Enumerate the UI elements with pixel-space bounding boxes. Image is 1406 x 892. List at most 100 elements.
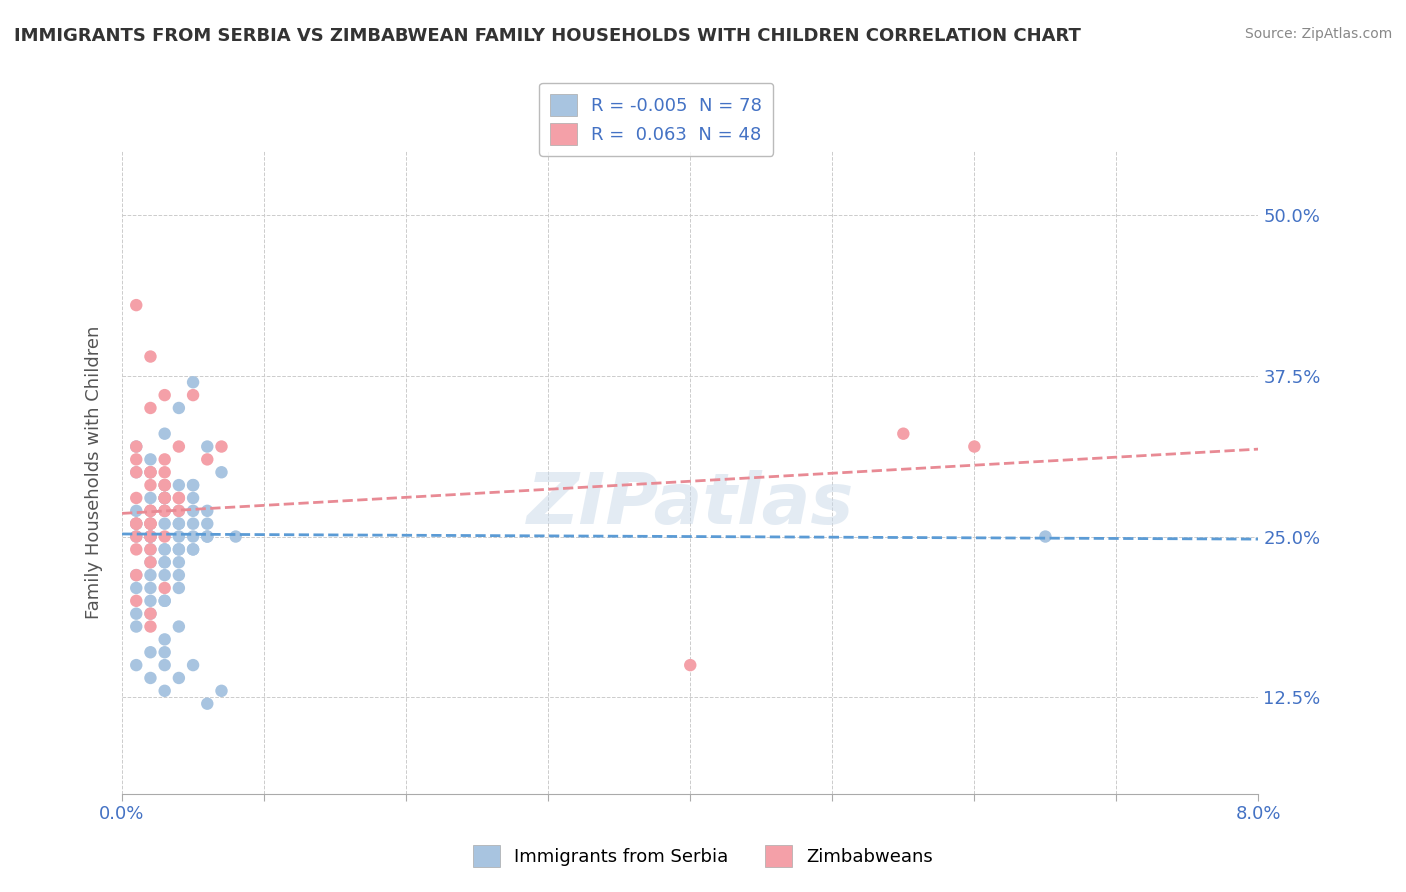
- Point: [963, 440, 986, 454]
- Point: [125, 658, 148, 673]
- Point: [139, 529, 162, 543]
- Point: [195, 440, 218, 454]
- Point: [139, 516, 162, 531]
- Point: [211, 440, 233, 454]
- Point: [195, 529, 218, 543]
- Point: [167, 504, 190, 518]
- Text: IMMIGRANTS FROM SERBIA VS ZIMBABWEAN FAMILY HOUSEHOLDS WITH CHILDREN CORRELATION: IMMIGRANTS FROM SERBIA VS ZIMBABWEAN FAM…: [14, 27, 1081, 45]
- Point: [167, 491, 190, 505]
- Point: [125, 581, 148, 595]
- Point: [167, 542, 190, 557]
- Point: [139, 465, 162, 479]
- Point: [167, 440, 190, 454]
- Point: [125, 568, 148, 582]
- Point: [153, 632, 176, 647]
- Point: [153, 478, 176, 492]
- Point: [167, 619, 190, 633]
- Point: [153, 504, 176, 518]
- Legend: Immigrants from Serbia, Zimbabweans: Immigrants from Serbia, Zimbabweans: [465, 838, 941, 874]
- Point: [181, 529, 204, 543]
- Point: [153, 504, 176, 518]
- Point: [195, 516, 218, 531]
- Point: [181, 388, 204, 402]
- Point: [181, 376, 204, 390]
- Point: [167, 491, 190, 505]
- Point: [195, 504, 218, 518]
- Point: [153, 426, 176, 441]
- Point: [167, 516, 190, 531]
- Point: [139, 607, 162, 621]
- Point: [153, 478, 176, 492]
- Point: [181, 658, 204, 673]
- Point: [195, 452, 218, 467]
- Point: [153, 683, 176, 698]
- Point: [195, 529, 218, 543]
- Point: [153, 504, 176, 518]
- Point: [211, 465, 233, 479]
- Point: [139, 465, 162, 479]
- Point: [153, 658, 176, 673]
- Point: [167, 671, 190, 685]
- Point: [125, 440, 148, 454]
- Point: [139, 529, 162, 543]
- Point: [139, 452, 162, 467]
- Point: [125, 542, 148, 557]
- Point: [181, 478, 204, 492]
- Point: [153, 568, 176, 582]
- Point: [139, 529, 162, 543]
- Point: [139, 542, 162, 557]
- Point: [153, 452, 176, 467]
- Point: [139, 568, 162, 582]
- Point: [167, 504, 190, 518]
- Point: [139, 555, 162, 569]
- Point: [139, 504, 162, 518]
- Point: [125, 619, 148, 633]
- Point: [125, 568, 148, 582]
- Point: [139, 491, 162, 505]
- Text: Source: ZipAtlas.com: Source: ZipAtlas.com: [1244, 27, 1392, 41]
- Point: [139, 671, 162, 685]
- Point: [181, 516, 204, 531]
- Point: [891, 426, 914, 441]
- Point: [153, 478, 176, 492]
- Point: [125, 516, 148, 531]
- Y-axis label: Family Households with Children: Family Households with Children: [86, 326, 103, 619]
- Point: [153, 491, 176, 505]
- Point: [211, 683, 233, 698]
- Point: [225, 529, 247, 543]
- Point: [125, 607, 148, 621]
- Point: [139, 619, 162, 633]
- Point: [139, 401, 162, 415]
- Point: [167, 401, 190, 415]
- Point: [153, 542, 176, 557]
- Point: [153, 465, 176, 479]
- Point: [167, 555, 190, 569]
- Point: [139, 516, 162, 531]
- Point: [153, 594, 176, 608]
- Point: [125, 529, 148, 543]
- Point: [139, 555, 162, 569]
- Point: [167, 478, 190, 492]
- Point: [139, 529, 162, 543]
- Point: [125, 298, 148, 312]
- Point: [153, 491, 176, 505]
- Point: [125, 491, 148, 505]
- Point: [125, 465, 148, 479]
- Point: [125, 529, 148, 543]
- Point: [181, 542, 204, 557]
- Point: [153, 581, 176, 595]
- Point: [153, 491, 176, 505]
- Point: [139, 581, 162, 595]
- Point: [139, 516, 162, 531]
- Point: [139, 542, 162, 557]
- Point: [167, 529, 190, 543]
- Point: [153, 388, 176, 402]
- Point: [153, 516, 176, 531]
- Point: [181, 542, 204, 557]
- Point: [181, 491, 204, 505]
- Point: [1035, 529, 1057, 543]
- Point: [139, 478, 162, 492]
- Point: [139, 504, 162, 518]
- Point: [167, 581, 190, 595]
- Point: [153, 555, 176, 569]
